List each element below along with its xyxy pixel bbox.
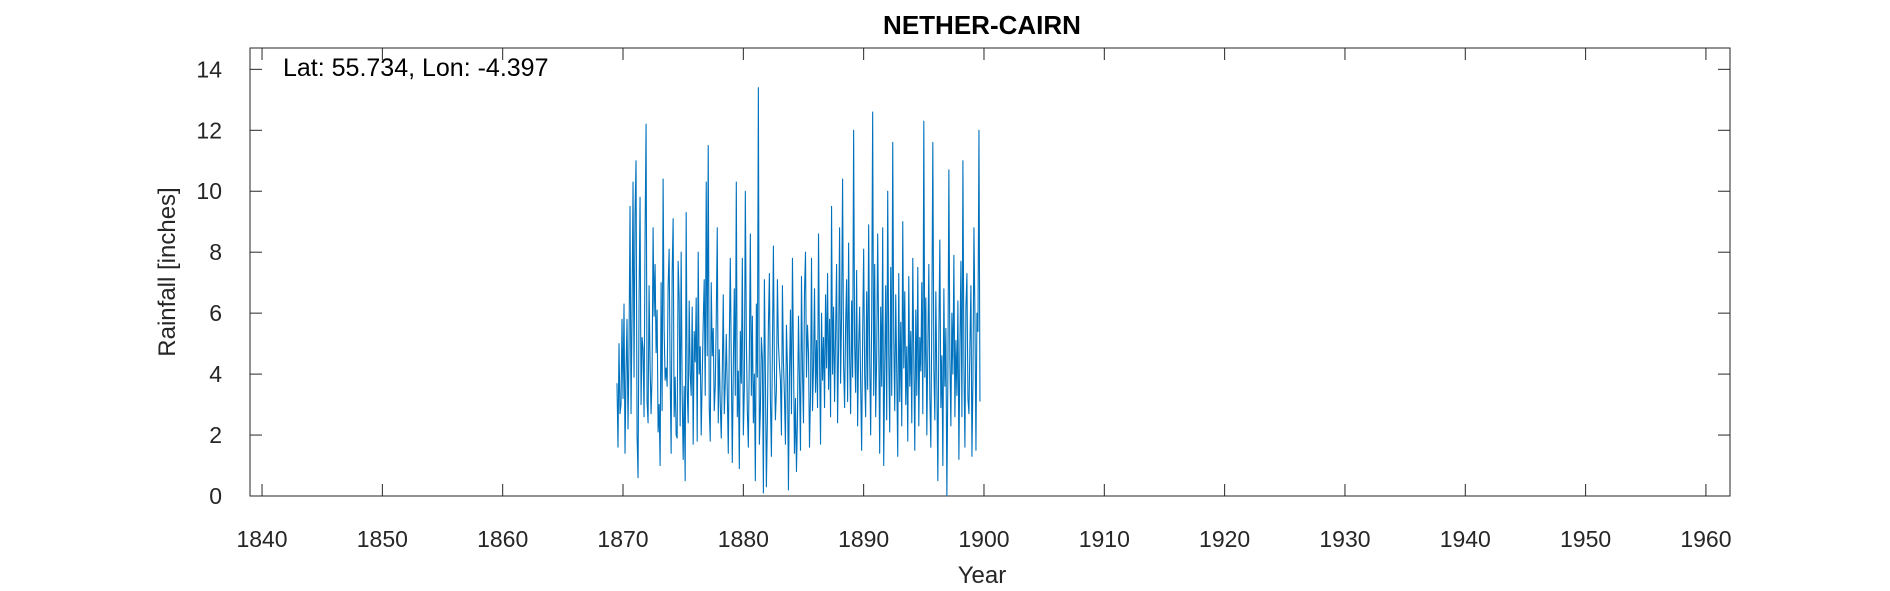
y-tick-label: 8 — [209, 239, 222, 265]
series-layer — [616, 87, 981, 497]
x-tick-label: 1900 — [958, 526, 1009, 552]
y-tick-label: 6 — [209, 300, 222, 326]
x-tick-label: 1960 — [1680, 526, 1731, 552]
y-tick-label: 12 — [196, 117, 222, 143]
chart-title: NETHER-CAIRN — [883, 10, 1081, 40]
y-axis: 0 2 4 6 8 10 12 14 — [196, 56, 1730, 509]
y-tick-label: 14 — [196, 56, 222, 82]
x-tick-label: 1910 — [1079, 526, 1130, 552]
y-tick-label: 10 — [196, 178, 222, 204]
x-tick-label: 1840 — [236, 526, 287, 552]
x-axis: 1840 1850 1860 1870 1880 1890 1900 1910 1920 1930… — [236, 48, 1732, 552]
y-axis-title: Rainfall [inches] — [154, 187, 181, 356]
x-tick-label: 1850 — [357, 526, 408, 552]
plot-area — [249, 47, 1731, 497]
rainfall-series-line — [616, 87, 981, 497]
x-tick-label: 1930 — [1319, 526, 1370, 552]
x-tick-label: 1890 — [838, 526, 889, 552]
x-axis-title: Year — [958, 562, 1007, 589]
annotation-text: Lat: 55.734, Lon: -4.397 — [283, 54, 549, 82]
x-tick-label: 1870 — [597, 526, 648, 552]
y-tick-label: 0 — [209, 483, 222, 509]
y-tick-label: 2 — [209, 422, 222, 448]
y-tick-label: 4 — [209, 361, 222, 387]
x-tick-label: 1920 — [1199, 526, 1250, 552]
x-tick-label: 1950 — [1560, 526, 1611, 552]
x-tick-label: 1940 — [1440, 526, 1491, 552]
x-tick-label: 1860 — [477, 526, 528, 552]
x-tick-label: 1880 — [718, 526, 769, 552]
